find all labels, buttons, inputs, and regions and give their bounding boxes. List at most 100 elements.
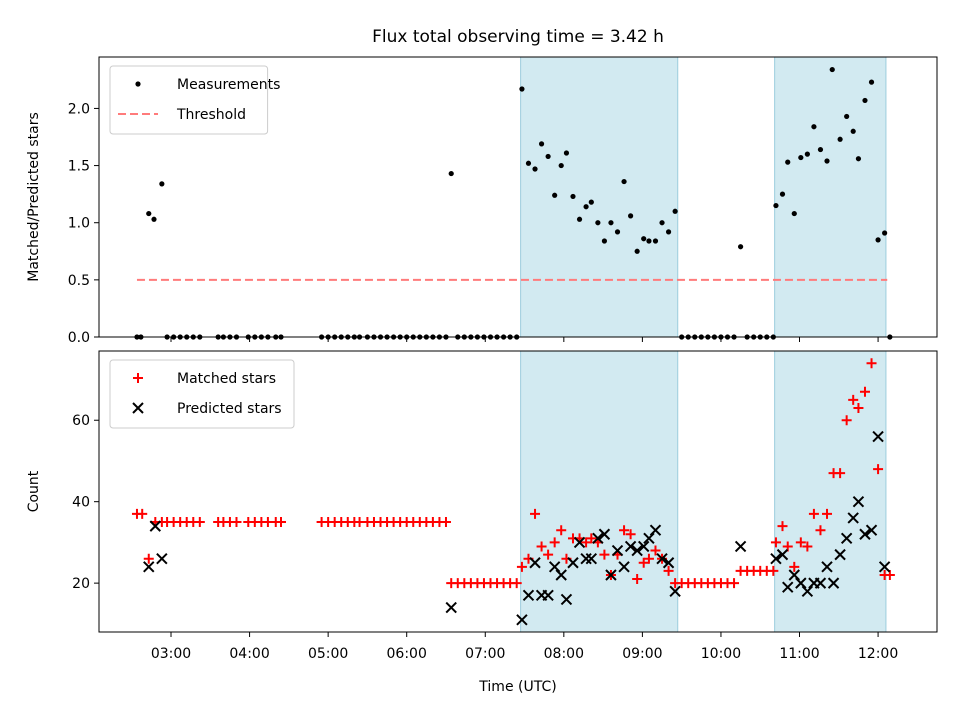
data-point: [529, 557, 541, 569]
legend-box: [109, 359, 295, 429]
data-point: [844, 113, 850, 120]
data-point: [619, 525, 630, 536]
data-point: [567, 557, 579, 569]
data-point: [814, 577, 827, 589]
data-point: [151, 216, 157, 222]
data-point: [581, 537, 592, 548]
data-point: [829, 66, 835, 73]
data-point: [137, 508, 148, 519]
data-point: [779, 191, 786, 197]
data-point: [580, 552, 592, 565]
data-point: [859, 386, 870, 397]
data-point: [560, 593, 573, 606]
data-point: [649, 524, 662, 536]
legend-marker-plus: [133, 373, 143, 383]
data-point: [811, 124, 817, 130]
data-point: [548, 561, 561, 573]
data-point: [599, 549, 610, 560]
data-point: [866, 358, 877, 369]
data-point: [821, 561, 833, 573]
legend-label: Matched stars: [177, 371, 276, 387]
data-point: [875, 237, 881, 243]
data-point: [729, 578, 740, 589]
x-tick-label: 12:00: [858, 646, 898, 662]
data-point: [532, 166, 538, 172]
data-point: [737, 244, 744, 250]
data-point: [791, 210, 797, 217]
data-point: [770, 537, 781, 548]
top-panel: 0.0 0.5 1.0 1.5 2.0 Matched/Predicted stars Me…: [26, 56, 938, 346]
data-point: [859, 528, 871, 540]
data-point: [143, 553, 154, 564]
data-point: [837, 136, 843, 142]
data-point: [882, 230, 888, 236]
data-point: [511, 578, 522, 589]
x-tick-label: 10:00: [701, 646, 741, 662]
data-point: [659, 220, 665, 226]
data-point: [624, 540, 637, 553]
data-point: [853, 403, 864, 414]
data-point: [194, 517, 205, 528]
data-point: [773, 202, 779, 209]
data-point: [817, 146, 824, 153]
data-point: [822, 508, 833, 519]
data-point: [588, 199, 594, 205]
data-point: [614, 229, 621, 235]
shaded-interval-1: [774, 56, 887, 338]
data-point: [656, 552, 668, 565]
x-tick-label: 03:00: [151, 646, 191, 662]
legend-marker-dot: [135, 81, 141, 87]
data-point: [734, 540, 747, 553]
data-point: [663, 565, 674, 576]
y-tick-label: 1.5: [68, 159, 90, 175]
data-point: [669, 585, 681, 597]
data-point: [827, 577, 840, 589]
axes-frame: [98, 56, 938, 338]
data-point: [618, 561, 630, 573]
data-point: [543, 549, 554, 560]
data-point: [552, 192, 558, 198]
data-point: [146, 210, 152, 217]
data-point: [159, 181, 165, 187]
data-point: [542, 589, 554, 602]
data-point: [519, 86, 525, 92]
data-point: [768, 565, 779, 576]
data-point: [605, 569, 617, 581]
data-point: [776, 548, 789, 561]
data-point: [538, 141, 545, 147]
data-point: [570, 193, 576, 200]
data-point: [516, 561, 527, 572]
data-point: [621, 178, 627, 185]
data-point: [573, 536, 586, 549]
bottom-panel: 20 40 60 03:00 04:00 05:00 06:00 07:00 08:00 09:0…: [26, 350, 938, 662]
y-tick-label: 60: [72, 413, 90, 429]
data-point: [850, 128, 856, 134]
y-axis-label: Matched/Predicted stars: [26, 112, 42, 282]
data-point: [643, 532, 655, 545]
data-point: [143, 561, 155, 573]
data-point: [884, 569, 895, 580]
data-point: [625, 529, 636, 540]
data-point: [611, 544, 624, 557]
data-point: [872, 430, 884, 443]
data-point: [789, 561, 800, 572]
data-point: [878, 561, 891, 573]
x-tick-label: 11:00: [779, 646, 819, 662]
data-point: [558, 162, 564, 169]
data-point: [276, 517, 287, 528]
data-point: [595, 220, 601, 226]
data-point: [840, 532, 853, 545]
y-tick-label: 0.5: [68, 273, 90, 289]
data-point: [835, 468, 846, 479]
data-point: [440, 517, 451, 528]
data-point: [149, 520, 162, 532]
data-point: [808, 508, 819, 519]
x-tick-label: 09:00: [622, 646, 662, 662]
data-point: [788, 569, 800, 581]
data-point: [530, 508, 541, 519]
data-point: [637, 540, 650, 553]
data-point: [631, 544, 643, 557]
data-point: [632, 574, 643, 585]
data-point: [586, 533, 597, 544]
